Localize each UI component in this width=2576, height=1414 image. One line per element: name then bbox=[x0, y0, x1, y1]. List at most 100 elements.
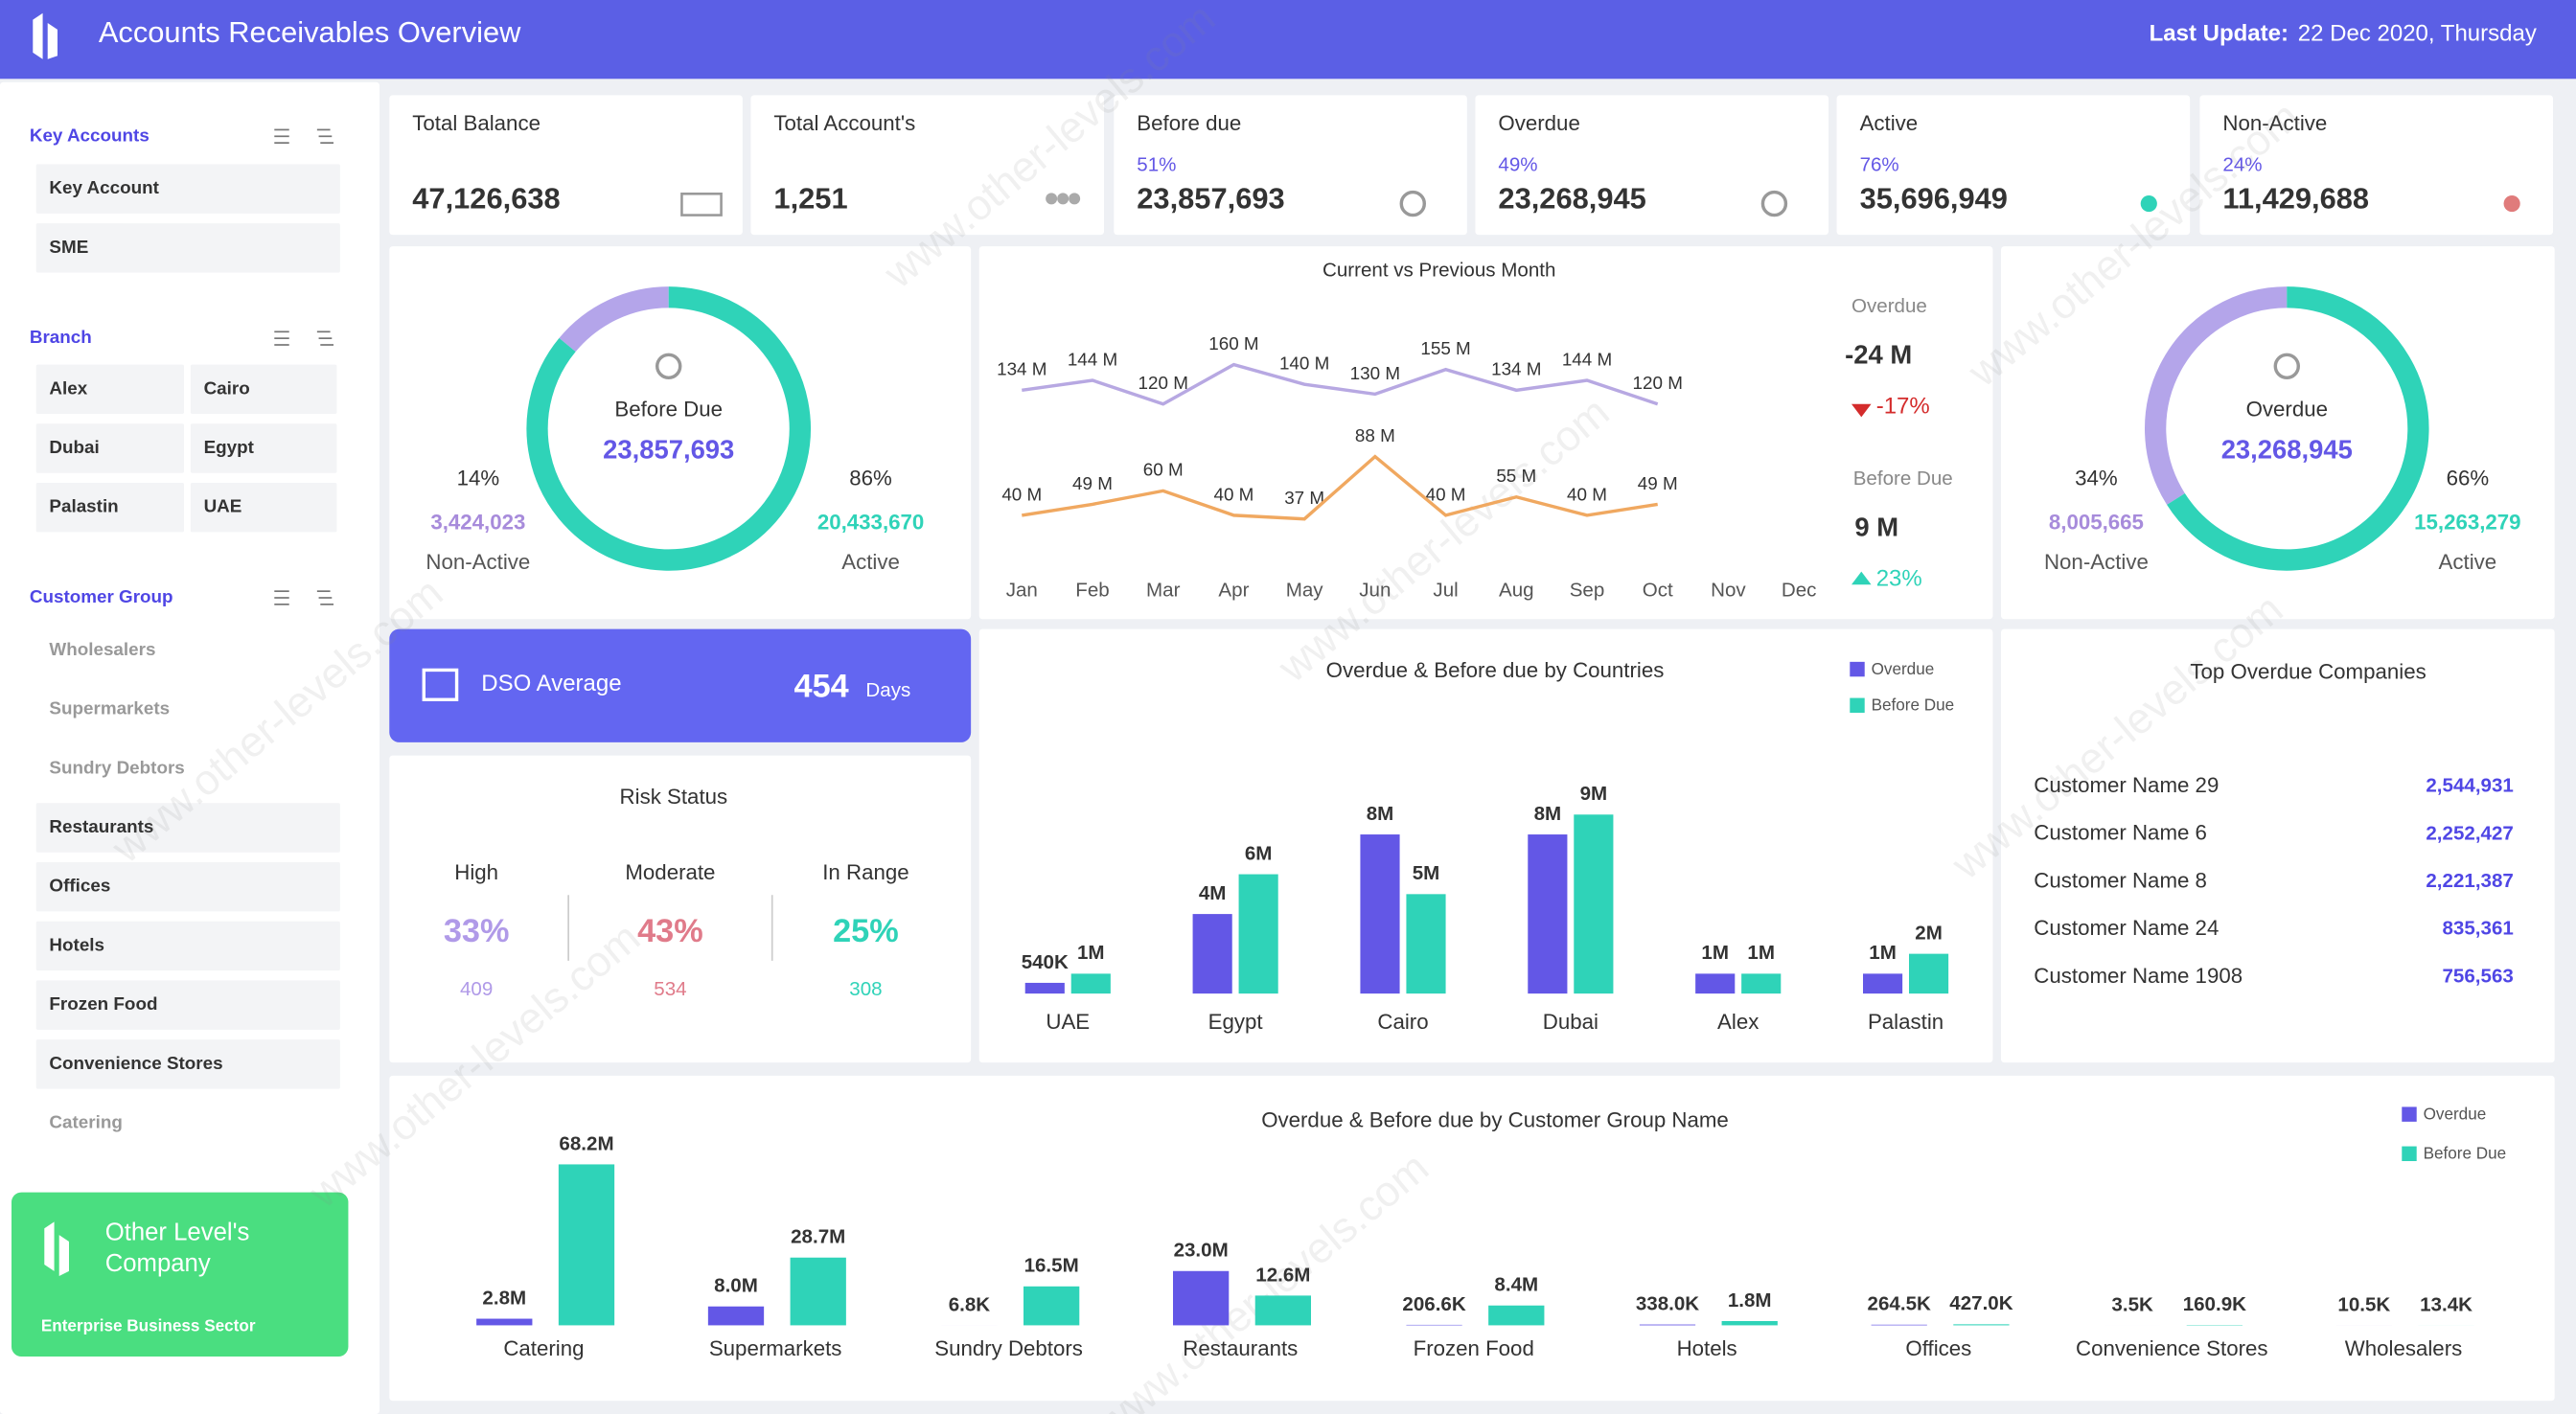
kpi-icon bbox=[1057, 193, 1070, 205]
bar bbox=[1695, 973, 1736, 994]
data-label: 1M bbox=[1077, 942, 1105, 964]
timer-icon bbox=[656, 353, 682, 379]
x-tick-label: Sep bbox=[1570, 580, 1605, 602]
card bbox=[750, 95, 1104, 236]
bar bbox=[1953, 1324, 2010, 1326]
company-row-value: 2,221,387 bbox=[2426, 870, 2513, 892]
data-label: 134 M bbox=[1491, 359, 1541, 379]
header-bar bbox=[0, 0, 2576, 80]
data-label: 68.2M bbox=[559, 1132, 613, 1154]
data-label: 40 M bbox=[1001, 484, 1042, 504]
data-label: 540K bbox=[1022, 951, 1069, 973]
bar bbox=[1871, 1324, 1927, 1326]
data-label: 1M bbox=[1747, 942, 1775, 964]
bar bbox=[1741, 973, 1782, 994]
x-tick-label: May bbox=[1286, 580, 1324, 602]
kpi-value: 47,126,638 bbox=[412, 181, 560, 215]
change-label: Overdue bbox=[1852, 295, 1927, 317]
donut-center-label: Overdue bbox=[2246, 397, 2328, 421]
donut-center-value: 23,268,945 bbox=[2221, 435, 2353, 465]
filter-item: UAE bbox=[204, 496, 242, 516]
x-tick-label: Jan bbox=[1006, 580, 1038, 602]
x-tick-label: Palastin bbox=[1868, 1010, 1944, 1034]
card bbox=[2001, 628, 2555, 1063]
x-tick-label: Nov bbox=[1711, 580, 1746, 602]
data-label: 134 M bbox=[997, 359, 1046, 379]
donut-amount: 8,005,665 bbox=[2049, 511, 2144, 535]
timer-icon bbox=[2273, 353, 2300, 379]
data-label: 2M bbox=[1915, 922, 1943, 944]
filter-item: Wholesalers bbox=[49, 639, 155, 659]
donut-percent: 66% bbox=[2447, 466, 2490, 490]
donut-percent: 14% bbox=[457, 466, 500, 490]
risk-percent: 25% bbox=[833, 913, 899, 949]
company-row-name: Customer Name 24 bbox=[2034, 916, 2219, 940]
kpi-label: Active bbox=[1860, 111, 1919, 135]
data-label: 3.5K bbox=[2111, 1293, 2153, 1315]
data-label: 160 M bbox=[1208, 333, 1258, 354]
x-tick-label: Catering bbox=[503, 1336, 584, 1360]
x-tick-label: Hotels bbox=[1677, 1336, 1737, 1360]
card bbox=[978, 246, 1993, 620]
top-title: Top Overdue Companies bbox=[2190, 660, 2426, 684]
data-label: 12.6M bbox=[1255, 1264, 1310, 1286]
company-name: Other Level's Company bbox=[105, 1219, 250, 1277]
status-dot bbox=[2140, 195, 2157, 213]
header-title: Accounts Receivables Overview bbox=[99, 15, 521, 49]
card bbox=[2001, 246, 2555, 620]
bar bbox=[707, 1306, 765, 1326]
x-tick-label: Restaurants bbox=[1183, 1336, 1298, 1360]
x-tick-label: Jun bbox=[1359, 580, 1391, 602]
data-label: 264.5K bbox=[1868, 1293, 1931, 1315]
bar bbox=[1528, 834, 1568, 994]
data-label: 120 M bbox=[1138, 373, 1188, 393]
kpi-value: 23,857,693 bbox=[1137, 181, 1284, 215]
x-tick-label: Feb bbox=[1075, 580, 1109, 602]
card bbox=[389, 95, 743, 236]
x-tick-label: Frozen Food bbox=[1414, 1336, 1534, 1360]
change-percent: -17% bbox=[1876, 393, 1930, 419]
donut-segment bbox=[2145, 286, 2288, 505]
kpi-icon bbox=[680, 193, 723, 217]
x-tick-label: Egypt bbox=[1208, 1010, 1264, 1034]
filter-item: Supermarkets bbox=[49, 698, 170, 718]
card bbox=[35, 862, 340, 912]
card bbox=[190, 483, 337, 533]
calendar-icon bbox=[422, 668, 459, 701]
data-label: 9M bbox=[1580, 783, 1608, 805]
data-label: 5M bbox=[1413, 862, 1440, 884]
kpi-value: 11,429,688 bbox=[2222, 181, 2369, 215]
data-label: 8M bbox=[1367, 803, 1394, 825]
bar bbox=[1488, 1305, 1545, 1326]
data-label: 155 M bbox=[1420, 338, 1470, 358]
chart-title: Overdue & Before due by Countries bbox=[1326, 658, 1665, 682]
data-label: 88 M bbox=[1355, 425, 1395, 445]
filter-item: Sundry Debtors bbox=[49, 757, 184, 777]
data-label: 49 M bbox=[1638, 473, 1678, 493]
data-label: 8.4M bbox=[1494, 1274, 1538, 1296]
filter-item: Catering bbox=[49, 1112, 122, 1132]
data-label: 8M bbox=[1534, 803, 1562, 825]
x-tick-label: UAE bbox=[1046, 1010, 1090, 1034]
bar bbox=[1863, 973, 1903, 994]
legend-label: Before Due bbox=[2424, 1144, 2507, 1163]
change-label: Before Due bbox=[1853, 468, 1953, 490]
company-card bbox=[12, 1192, 349, 1357]
data-label: 28.7M bbox=[791, 1226, 845, 1248]
kpi-percent: 51% bbox=[1137, 154, 1176, 176]
change-value: 9 M bbox=[1854, 512, 1898, 541]
data-label: 40 M bbox=[1567, 484, 1607, 504]
line-series bbox=[1022, 362, 1659, 406]
card bbox=[1836, 95, 2191, 236]
kpi-icon bbox=[1399, 190, 1426, 217]
bar bbox=[1909, 953, 1949, 994]
bar bbox=[1360, 834, 1400, 994]
x-tick-label: Dubai bbox=[1543, 1010, 1598, 1034]
kpi-value: 23,268,945 bbox=[1498, 181, 1645, 215]
kpi-label: Total Balance bbox=[412, 111, 540, 135]
update-label: Last Update: bbox=[2150, 20, 2288, 46]
data-label: 160.9K bbox=[2183, 1293, 2246, 1315]
bar bbox=[1024, 982, 1065, 994]
x-tick-label: Cairo bbox=[1377, 1010, 1428, 1034]
